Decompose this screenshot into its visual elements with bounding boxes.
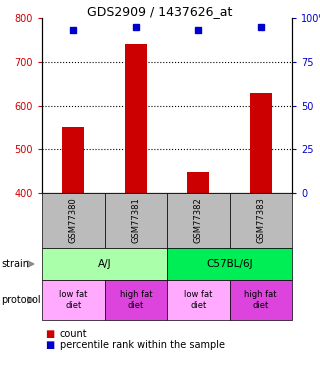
Text: percentile rank within the sample: percentile rank within the sample <box>60 340 225 350</box>
Text: high fat
diet: high fat diet <box>244 290 277 310</box>
Bar <box>62 128 84 193</box>
Text: A/J: A/J <box>98 259 111 269</box>
Text: ■: ■ <box>45 329 54 339</box>
Text: C57BL/6J: C57BL/6J <box>206 259 253 269</box>
Text: low fat
diet: low fat diet <box>59 290 87 310</box>
Text: GDS2909 / 1437626_at: GDS2909 / 1437626_at <box>87 5 233 18</box>
Text: GSM77380: GSM77380 <box>69 198 78 243</box>
Bar <box>125 44 147 193</box>
Text: protocol: protocol <box>2 295 41 305</box>
Bar <box>187 172 209 193</box>
Text: low fat
diet: low fat diet <box>184 290 212 310</box>
Text: ■: ■ <box>45 340 54 350</box>
Text: high fat
diet: high fat diet <box>119 290 152 310</box>
Bar <box>250 93 272 193</box>
Text: GSM77381: GSM77381 <box>131 198 140 243</box>
Text: strain: strain <box>2 259 30 269</box>
Text: count: count <box>60 329 87 339</box>
Text: GSM77382: GSM77382 <box>194 198 203 243</box>
Text: GSM77383: GSM77383 <box>256 198 265 243</box>
